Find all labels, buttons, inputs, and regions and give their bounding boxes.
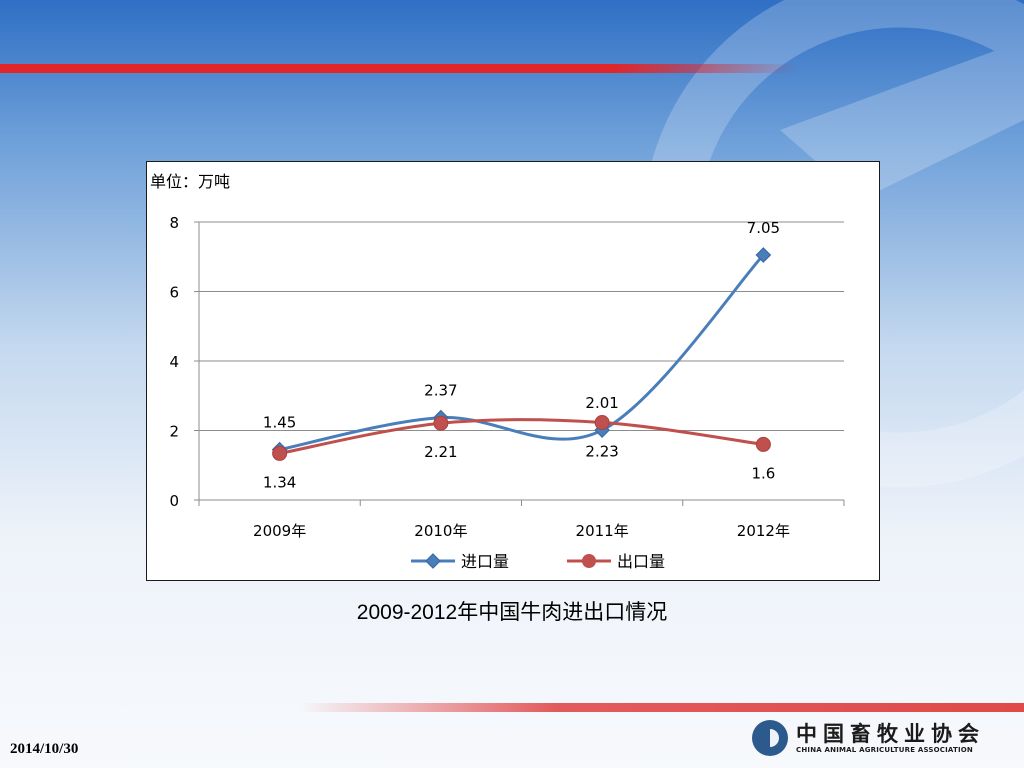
x-tick-label-3: 2012年 [737, 522, 790, 540]
slide-date: 2014/10/30 [10, 741, 79, 757]
series-1-data-label-3: 1.6 [751, 464, 775, 482]
association-logo: 中国畜牧业协会 CHINA ANIMAL AGRICULTURE ASSOCIA… [752, 716, 1002, 760]
series-0-data-label-0: 1.45 [263, 414, 296, 432]
chart-legend: 进口量 出口量 [411, 552, 665, 571]
legend-label-1: 出口量 [617, 552, 665, 571]
logo-chinese-name: 中国畜牧业协会 [796, 722, 985, 746]
legend-label-0: 进口量 [461, 552, 509, 571]
series-1-data-label-1: 2.21 [424, 443, 457, 461]
y-tick-label-2: 2 [169, 423, 179, 441]
series-1-point-3 [755, 436, 771, 452]
series-line-0 [279, 253, 765, 452]
chart-series-lines [279, 253, 765, 455]
y-tick-label-6: 6 [169, 284, 179, 302]
legend-marker-1 [582, 554, 596, 568]
logo-emblem-icon [752, 720, 788, 756]
y-tick-label-8: 8 [169, 214, 179, 232]
chart-series-markers [271, 247, 772, 461]
chart-unit-label: 单位：万吨 [150, 172, 230, 191]
series-0-data-label-3: 7.05 [747, 219, 780, 237]
series-0-data-label-1: 2.37 [424, 382, 457, 400]
logo-english-name: CHINA ANIMAL AGRICULTURE ASSOCIATION [796, 746, 973, 754]
bottom-red-bar [300, 703, 1024, 712]
series-0-data-label-2: 2.01 [585, 394, 618, 412]
chart-axes: 0 2 4 6 8 2009年 2010年 2011年 2012年 [169, 214, 845, 540]
legend-marker-0 [425, 553, 441, 569]
series-1-point-0 [272, 445, 288, 461]
x-tick-label-2: 2011年 [576, 522, 629, 540]
series-0-point-3 [755, 247, 772, 263]
beef-trade-line-chart: 单位：万吨 0 2 4 6 8 2009年 2010年 2011年 2012年 1.45 2.37… [150, 172, 845, 571]
top-red-bar [0, 64, 1024, 73]
x-tick-label-1: 2010年 [414, 522, 467, 540]
series-1-data-label-2: 2.23 [585, 443, 618, 461]
chart-data-labels: 1.45 2.37 2.01 7.05 1.34 2.21 2.23 1.6 [263, 219, 780, 491]
y-tick-label-4: 4 [169, 353, 179, 371]
series-line-1 [279, 418, 764, 455]
series-1-data-label-0: 1.34 [263, 473, 296, 491]
x-tick-label-0: 2009年 [253, 522, 306, 540]
chart-gridlines [199, 221, 844, 431]
series-1-point-1 [433, 415, 449, 431]
chart-caption: 2009-2012年中国牛肉进出口情况 [356, 601, 668, 624]
y-tick-label-0: 0 [169, 492, 179, 510]
series-1-point-2 [594, 415, 610, 431]
chart-frame: 单位：万吨 0 2 4 6 8 2009年 2010年 2011年 2012年 1.45 2.37… [146, 161, 880, 581]
